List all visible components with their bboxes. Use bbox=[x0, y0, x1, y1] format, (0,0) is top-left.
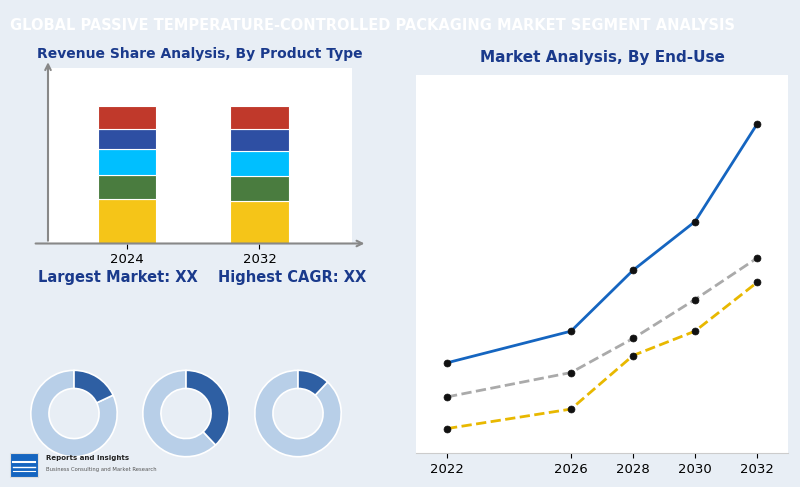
Bar bbox=[98, 129, 156, 149]
Bar bbox=[230, 201, 289, 244]
Bar bbox=[98, 199, 156, 244]
Bar bbox=[230, 176, 289, 201]
Text: Highest CAGR: XX: Highest CAGR: XX bbox=[218, 270, 366, 285]
Bar bbox=[98, 149, 156, 175]
Bar bbox=[230, 150, 289, 176]
Title: Market Analysis, By End-Use: Market Analysis, By End-Use bbox=[479, 50, 725, 65]
Text: Reports and Insights: Reports and Insights bbox=[46, 454, 130, 461]
Title: Revenue Share Analysis, By Product Type: Revenue Share Analysis, By Product Type bbox=[37, 47, 363, 61]
Bar bbox=[98, 106, 156, 129]
Text: Business Consulting and Market Research: Business Consulting and Market Research bbox=[46, 467, 157, 472]
Wedge shape bbox=[31, 370, 117, 457]
Wedge shape bbox=[298, 370, 327, 395]
Wedge shape bbox=[143, 370, 215, 457]
Bar bbox=[230, 106, 289, 129]
Wedge shape bbox=[255, 370, 341, 457]
Wedge shape bbox=[186, 370, 229, 445]
Bar bbox=[230, 129, 289, 150]
Text: GLOBAL PASSIVE TEMPERATURE-CONTROLLED PACKAGING MARKET SEGMENT ANALYSIS: GLOBAL PASSIVE TEMPERATURE-CONTROLLED PA… bbox=[10, 18, 734, 33]
Bar bbox=[98, 175, 156, 199]
Wedge shape bbox=[74, 370, 113, 403]
Text: Largest Market: XX: Largest Market: XX bbox=[38, 270, 198, 285]
FancyBboxPatch shape bbox=[10, 453, 38, 477]
